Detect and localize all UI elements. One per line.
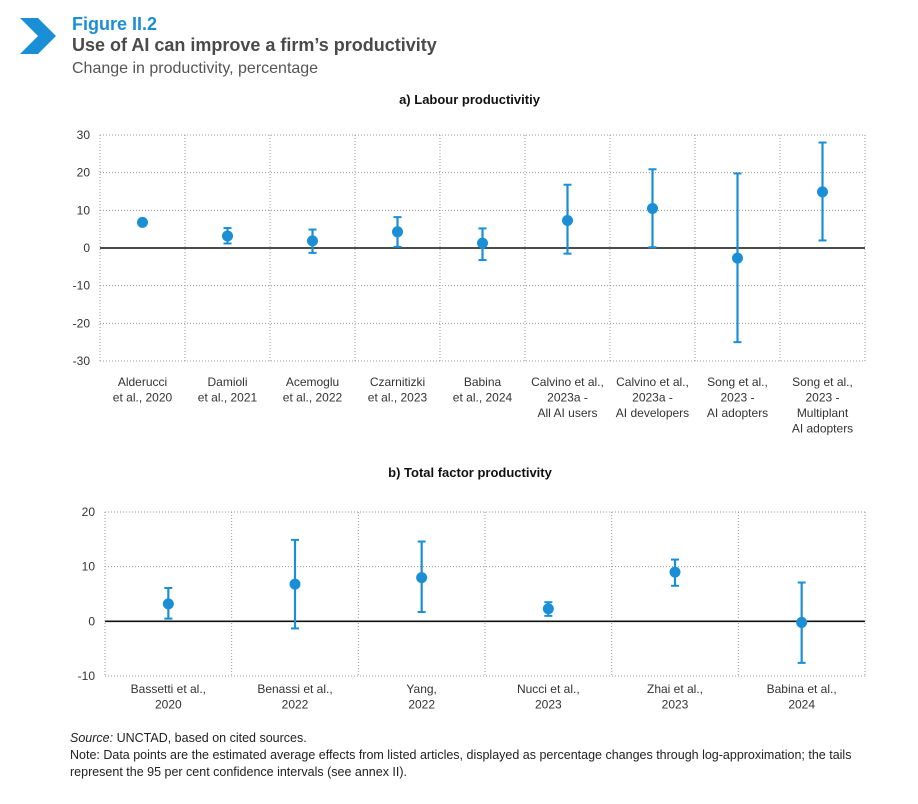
category-label-line: Babina (464, 375, 502, 389)
category-label-line: 2023 - (720, 391, 754, 405)
y-tick-label: -10 (73, 279, 91, 293)
total-factor-productivity-chart: b) Total factor productivity 20 10 0 -10 Bass… (78, 465, 866, 712)
category-label: Calvino et al., 2023a -AI developers (616, 375, 689, 420)
category-label-line: Yang, (406, 682, 436, 696)
category-label-line: Acemoglu (286, 375, 339, 389)
data-point (392, 226, 403, 238)
category-label-line: Babina et al., (767, 682, 837, 696)
data-point (562, 215, 573, 227)
category-label-line: Damioli (207, 375, 247, 389)
category-label: Babina et al., 2024 (453, 375, 513, 405)
figure-header: Figure II.2 Use of AI can improve a firm… (20, 14, 900, 84)
panel-title: b) Total factor productivity (388, 465, 552, 480)
category-label-line: AI developers (616, 406, 689, 420)
category-label-line: Czarnitizki (370, 375, 425, 389)
source-label: Source: (70, 731, 114, 745)
category-label-line: et al., 2021 (198, 391, 258, 405)
category-label: Damioli et al., 2021 (198, 375, 258, 405)
category-label-line: 2023a - (632, 391, 673, 405)
source-line: Source: UNCTAD, based on cited sources. (70, 730, 890, 747)
category-label: Calvino et al., 2023a -All AI users (531, 375, 604, 420)
figure-footer: Source: UNCTAD, based on cited sources. … (70, 730, 890, 781)
category-label: Bassetti et al., 2020 (131, 682, 206, 712)
category-label-line: 2023 (535, 698, 562, 712)
category-label-line: Nucci et al., (517, 682, 580, 696)
category-label-line: Multiplant (797, 406, 849, 420)
category-label-line: et al., 2023 (368, 391, 428, 405)
y-tick-label: -10 (78, 669, 96, 683)
figure-label: Figure II.2 (72, 14, 158, 34)
data-point (647, 202, 658, 214)
y-tick-label: -30 (73, 354, 91, 368)
category-label: Nucci et al., 2023 (517, 682, 580, 712)
category-label: Song et al., 2023 -Multiplant AI adopters (792, 375, 853, 436)
chevron-right-icon (20, 18, 56, 54)
category-label-line: AI adopters (707, 406, 768, 420)
y-tick-label: 0 (83, 241, 90, 255)
category-label-line: All AI users (537, 406, 597, 420)
data-point (289, 578, 301, 590)
labour-productivity-chart: a) Labour productivitiy 30 20 10 0 -10 -20 -30 A… (73, 92, 866, 436)
category-label-line: Alderucci (118, 375, 167, 389)
data-point (137, 216, 148, 228)
category-label-line: Calvino et al., (531, 375, 604, 389)
note-text: Note: Data points are the estimated aver… (70, 748, 852, 779)
y-tick-label: 20 (77, 166, 91, 180)
category-label-line: 2020 (155, 698, 182, 712)
data-point (817, 186, 828, 198)
category-label: Alderucci et al., 2020 (113, 375, 173, 405)
category-label-line: Bassetti et al., (131, 682, 206, 696)
category-label-line: 2022 (408, 698, 435, 712)
category-label-line: et al., 2020 (113, 391, 173, 405)
data-point (416, 572, 428, 584)
data-point (542, 603, 554, 615)
category-label-line: 2024 (788, 698, 815, 712)
figure-subtitle: Change in productivity, percentage (72, 60, 319, 77)
source-text: UNCTAD, based on cited sources. (116, 731, 307, 745)
category-label: Benassi et al., 2022 (257, 682, 332, 712)
category-label: Acemoglu et al., 2022 (283, 375, 343, 405)
y-tick-label: -20 (73, 316, 91, 330)
y-tick-label: 10 (77, 203, 91, 217)
category-label-line: 2023 (662, 698, 689, 712)
category-label-line: AI adopters (792, 422, 853, 436)
y-tick-label: 0 (88, 614, 95, 628)
data-point (222, 230, 233, 242)
category-label-line: Song et al., (792, 375, 853, 389)
data-point (669, 566, 681, 578)
data-point (307, 235, 318, 247)
category-label-line: 2022 (282, 698, 309, 712)
category-label: Yang, 2022 (406, 682, 436, 712)
category-label: Zhai et al., 2023 (647, 682, 703, 712)
y-tick-label: 30 (77, 128, 91, 142)
category-label-line: 2023a - (547, 391, 588, 405)
category-label-line: Benassi et al., (257, 682, 332, 696)
category-label-line: 2023 - (805, 391, 839, 405)
category-label: Babina et al., 2024 (767, 682, 837, 712)
panel-title: a) Labour productivitiy (399, 92, 541, 107)
data-point (477, 237, 488, 249)
category-label-line: Song et al., (707, 375, 768, 389)
category-label-line: Calvino et al., (616, 375, 689, 389)
data-point (796, 616, 808, 628)
category-label-line: et al., 2024 (453, 391, 513, 405)
category-label: Song et al., 2023 -AI adopters (707, 375, 768, 420)
category-label-line: et al., 2022 (283, 391, 343, 405)
y-tick-label: 20 (82, 505, 96, 519)
category-label: Czarnitizki et al., 2023 (368, 375, 428, 405)
category-label-line: Zhai et al., (647, 682, 703, 696)
data-point (162, 598, 174, 610)
y-tick-label: 10 (82, 560, 96, 574)
data-point (732, 252, 743, 264)
figure-title: Use of AI can improve a firm’s productiv… (72, 35, 437, 55)
